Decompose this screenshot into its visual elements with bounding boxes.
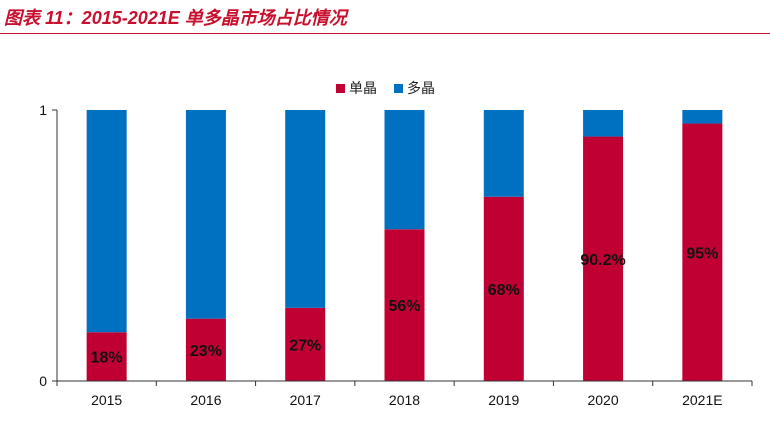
x-tick-label: 2018 [389, 392, 420, 408]
data-label-2020: 90.2% [580, 252, 625, 269]
legend-label-mono: 单晶 [349, 81, 377, 97]
bar-poly-2019 [484, 110, 524, 197]
x-tick-label: 2015 [91, 392, 122, 408]
x-tick-label: 2016 [190, 392, 221, 408]
data-label-2017: 27% [289, 337, 321, 354]
data-label-2018: 56% [388, 298, 420, 315]
x-tick-label: 2019 [488, 392, 519, 408]
bar-poly-2016 [186, 110, 226, 319]
bars-group [87, 110, 723, 381]
bar-poly-2021E [682, 110, 722, 124]
data-label-2021E: 95% [686, 245, 718, 262]
y-axis: 01 [39, 102, 57, 389]
x-axis: 2015 2016 2017 2018 2019 2020 2021E [57, 381, 752, 408]
data-label-2016: 23% [190, 343, 222, 360]
x-tick-label: 2021E [682, 392, 722, 408]
y-tick-label: 0 [39, 373, 47, 389]
legend: 单晶 多晶 [336, 80, 435, 97]
bar-poly-2020 [583, 110, 623, 137]
data-label-2019: 68% [488, 282, 520, 299]
x-tick-label: 2017 [290, 392, 321, 408]
data-label-2015: 18% [91, 350, 123, 367]
y-tick-label: 1 [39, 102, 47, 118]
bar-poly-2017 [285, 110, 325, 308]
legend-swatch-mono [336, 84, 345, 93]
x-tick-label: 2020 [587, 392, 618, 408]
legend-label-poly: 多晶 [407, 80, 435, 97]
bar-poly-2015 [87, 110, 127, 332]
bar-poly-2018 [385, 110, 425, 229]
legend-swatch-poly [394, 84, 403, 93]
